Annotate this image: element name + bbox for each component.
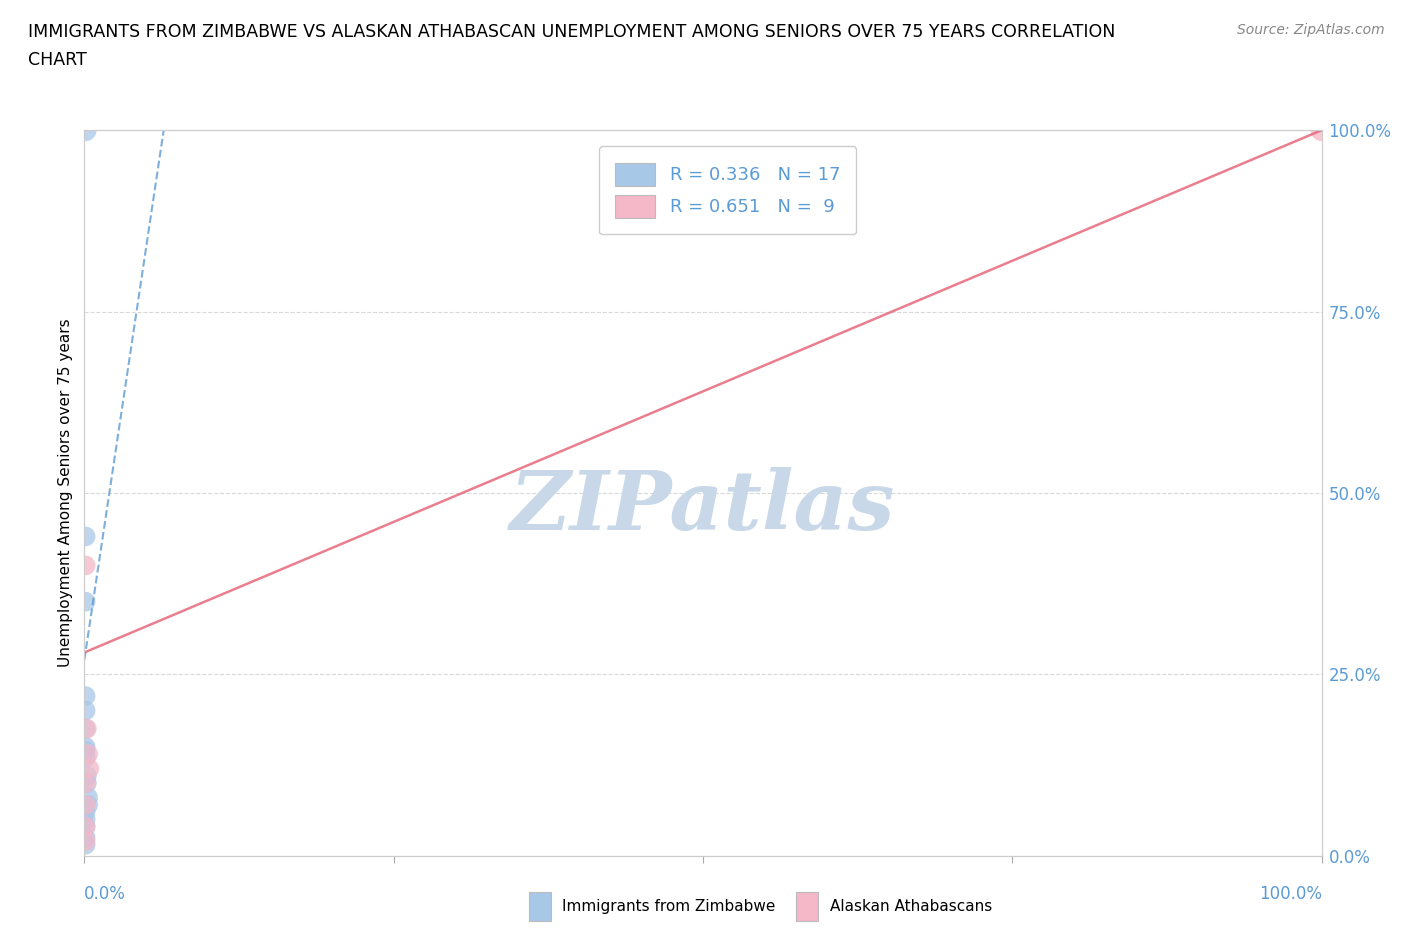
Text: ZIPatlas: ZIPatlas xyxy=(510,468,896,548)
Point xyxy=(76,776,98,790)
Point xyxy=(75,812,97,827)
Text: Immigrants from Zimbabwe: Immigrants from Zimbabwe xyxy=(562,899,776,914)
Point xyxy=(75,819,97,834)
Point xyxy=(75,776,97,790)
Point xyxy=(75,830,97,845)
Point xyxy=(75,751,97,765)
Point xyxy=(75,743,97,758)
Point xyxy=(1310,123,1333,138)
Point xyxy=(75,594,97,609)
Point xyxy=(75,837,97,852)
Legend: R = 0.336   N = 17, R = 0.651   N =  9: R = 0.336 N = 17, R = 0.651 N = 9 xyxy=(599,147,856,234)
Point xyxy=(76,768,98,783)
Point xyxy=(75,739,97,754)
Point xyxy=(75,703,97,718)
Point xyxy=(75,797,97,812)
Text: Source: ZipAtlas.com: Source: ZipAtlas.com xyxy=(1237,23,1385,37)
Text: 100.0%: 100.0% xyxy=(1258,884,1322,903)
Point xyxy=(77,747,100,762)
Text: 0.0%: 0.0% xyxy=(84,884,127,903)
Point xyxy=(75,558,97,573)
Text: Alaskan Athabascans: Alaskan Athabascans xyxy=(830,899,991,914)
Point xyxy=(75,529,97,544)
Point xyxy=(75,722,97,737)
Point xyxy=(79,761,101,776)
Point xyxy=(77,790,100,805)
Point xyxy=(75,123,97,138)
Point xyxy=(75,804,97,819)
Point xyxy=(75,833,97,848)
Point xyxy=(77,797,100,812)
Point xyxy=(75,688,97,703)
Text: IMMIGRANTS FROM ZIMBABWE VS ALASKAN ATHABASCAN UNEMPLOYMENT AMONG SENIORS OVER 7: IMMIGRANTS FROM ZIMBABWE VS ALASKAN ATHA… xyxy=(28,23,1115,41)
Text: CHART: CHART xyxy=(28,51,87,69)
Point xyxy=(76,722,98,737)
Y-axis label: Unemployment Among Seniors over 75 years: Unemployment Among Seniors over 75 years xyxy=(58,319,73,667)
Point xyxy=(75,819,97,834)
